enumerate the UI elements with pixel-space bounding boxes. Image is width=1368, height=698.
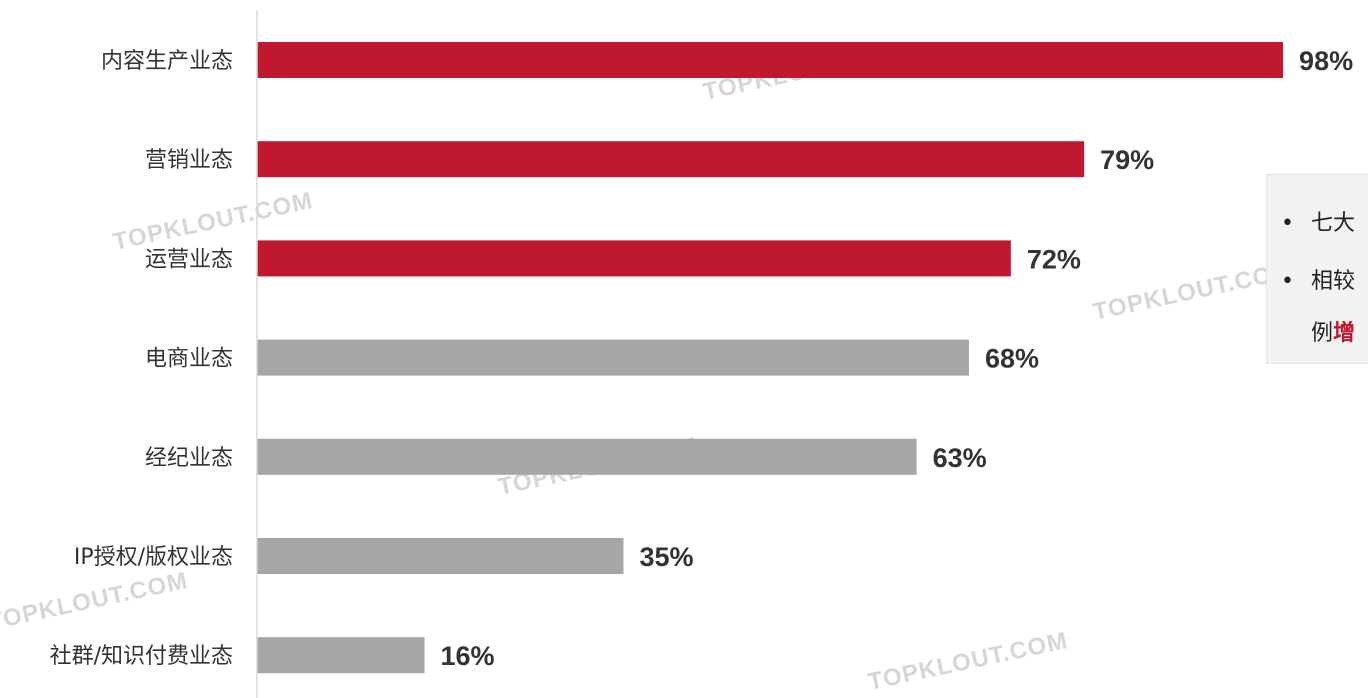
note-box: • 七大 • 相较 例增 bbox=[1266, 174, 1368, 364]
bullet-icon: • bbox=[1281, 269, 1294, 294]
note-line-3-prefix: 例 bbox=[1311, 321, 1334, 346]
bullet-icon: • bbox=[1281, 211, 1294, 236]
note-line-3: 例增 bbox=[1311, 315, 1355, 347]
watermark: TOPKLOUT.COM bbox=[0, 567, 190, 636]
category-label: IP授权/版权业态 bbox=[74, 545, 233, 570]
note-line-2-text: 相较 bbox=[1311, 269, 1356, 294]
bar bbox=[257, 141, 1085, 178]
bar bbox=[257, 538, 624, 574]
note-line-2: • 相较 bbox=[1281, 263, 1355, 295]
watermark: TOPKLOUT.COM bbox=[866, 627, 1071, 696]
bar bbox=[257, 637, 425, 674]
category-label: 经纪业态 bbox=[145, 446, 233, 471]
value-label: 68% bbox=[985, 344, 1039, 374]
value-label: 72% bbox=[1027, 244, 1081, 274]
watermark: TOPKLOUT.COM bbox=[1091, 257, 1296, 326]
value-label: 16% bbox=[441, 641, 495, 671]
value-label: 98% bbox=[1299, 46, 1353, 76]
category-label: 社群/知识付费业态 bbox=[50, 644, 233, 669]
note-line-1: • 七大 bbox=[1281, 205, 1355, 237]
bars-layer: 内容生产业态 98% 营销业态 79% 运营业态 72% 电商业态 68% 经纪业态 63% IP授… bbox=[50, 42, 1353, 674]
note-line-1-text: 七大 bbox=[1311, 211, 1356, 236]
value-label: 63% bbox=[933, 443, 987, 473]
note-line-3-highlight: 增 bbox=[1333, 321, 1356, 346]
category-label: 内容生产业态 bbox=[101, 49, 233, 74]
bar bbox=[257, 339, 969, 376]
value-label: 35% bbox=[639, 542, 693, 572]
bar bbox=[257, 240, 1011, 277]
bar bbox=[257, 438, 917, 475]
category-label: 营销业态 bbox=[145, 148, 233, 173]
category-label: 运营业态 bbox=[145, 247, 233, 272]
bar bbox=[257, 42, 1284, 78]
value-label: 79% bbox=[1100, 145, 1154, 175]
category-label: 电商业态 bbox=[145, 347, 233, 372]
